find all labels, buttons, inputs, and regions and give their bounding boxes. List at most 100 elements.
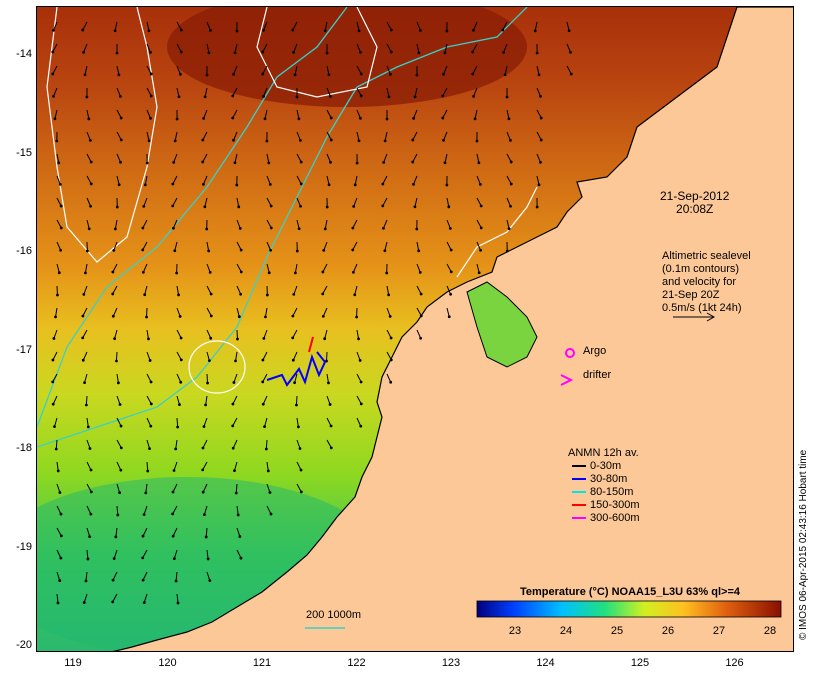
velocity-vector-head	[81, 28, 85, 32]
velocity-vector-head	[291, 314, 295, 318]
velocity-vector-head	[111, 270, 115, 274]
velocity-vector	[236, 197, 240, 207]
velocity-vector-head	[293, 381, 297, 385]
velocity-vector	[322, 307, 328, 317]
velocity-vector-head	[262, 94, 265, 98]
velocity-vector	[503, 43, 508, 53]
velocity-vector	[446, 219, 451, 229]
velocity-vector-head	[471, 72, 475, 76]
velocity-vector-head	[52, 337, 56, 340]
velocity-vector	[205, 395, 208, 405]
velocity-vector-head	[203, 205, 207, 209]
colorbar-tick-label: 28	[763, 625, 777, 637]
velocity-vector-head	[176, 601, 180, 605]
velocity-vector	[326, 87, 331, 97]
velocity-vector-head	[179, 336, 183, 340]
velocity-vector	[112, 263, 118, 273]
velocity-vector	[412, 153, 418, 163]
velocity-vector-head	[142, 204, 146, 208]
velocity-vector	[116, 109, 122, 119]
velocity-vector	[416, 21, 421, 31]
date-line-2: 20:08Z	[676, 202, 714, 216]
velocity-vector	[112, 307, 118, 317]
velocity-vector	[356, 109, 361, 119]
velocity-vector	[113, 241, 118, 251]
velocity-vector	[506, 109, 510, 119]
velocity-vector	[234, 153, 238, 163]
velocity-vector-head	[264, 315, 267, 319]
velocity-vector-head	[539, 94, 542, 98]
velocity-vector	[413, 109, 418, 119]
velocity-vector-head	[57, 161, 61, 165]
velocity-vector	[56, 593, 59, 603]
velocity-vector-head	[51, 380, 55, 384]
altimetry-note: Altimetric sealevel (0.1m contours) and …	[662, 250, 751, 315]
velocity-vector	[296, 175, 302, 185]
velocity-vector-head	[327, 183, 331, 187]
velocity-vector-head	[233, 161, 237, 165]
velocity-vector	[85, 571, 88, 581]
velocity-vector	[143, 505, 148, 515]
date-line-1: 21-Sep-2012	[660, 189, 730, 203]
velocity-vector-head	[209, 336, 213, 340]
velocity-vector	[112, 571, 118, 581]
depth-legend-label: 300-600m	[590, 512, 640, 524]
velocity-vector-head	[447, 315, 451, 319]
velocity-vector-head	[208, 28, 212, 32]
velocity-vectors	[51, 21, 573, 605]
velocity-vector-head	[329, 116, 333, 120]
velocity-vector	[446, 307, 450, 317]
lat-tick-label: -14	[16, 48, 32, 60]
velocity-vector	[263, 87, 268, 97]
velocity-vector-head	[505, 249, 509, 253]
colorbar-title: Temperature (°C) NOAA15_L3U 63% ql>=4	[520, 586, 740, 598]
velocity-vector-head	[177, 95, 181, 99]
velocity-vector-head	[321, 314, 325, 318]
velocity-vector-head	[389, 336, 393, 340]
velocity-vector-head	[172, 469, 176, 472]
velocity-vector	[82, 329, 88, 339]
velocity-vector-head	[267, 271, 271, 275]
velocity-vector-head	[389, 380, 393, 384]
velocity-vector	[52, 65, 58, 75]
velocity-vector-head	[114, 535, 118, 539]
velocity-vector	[384, 241, 388, 251]
velocity-vector	[233, 373, 238, 383]
velocity-vector-head	[86, 425, 90, 429]
velocity-vector	[292, 21, 298, 31]
velocity-vector	[266, 241, 272, 251]
velocity-vector-head	[111, 314, 115, 318]
velocity-vector-head	[535, 51, 539, 55]
scale-arrowhead	[706, 312, 716, 322]
velocity-vector	[266, 219, 272, 229]
velocity-vector	[264, 109, 268, 119]
velocity-vector-head	[59, 226, 63, 230]
velocity-vector-head	[291, 358, 295, 362]
velocity-vector	[416, 307, 422, 317]
velocity-vector-head	[231, 402, 235, 406]
velocity-vector-head	[322, 248, 326, 252]
velocity-vector-head	[232, 381, 236, 384]
velocity-vector	[324, 329, 328, 339]
velocity-vector	[56, 505, 62, 515]
velocity-vector-head	[201, 446, 205, 450]
velocity-vector	[146, 417, 152, 427]
velocity-vector	[146, 351, 151, 361]
velocity-vector-head	[533, 29, 537, 33]
velocity-vector-head	[472, 28, 475, 32]
velocity-vector	[386, 307, 391, 317]
velocity-vector	[295, 395, 298, 406]
velocity-vector	[83, 593, 88, 603]
velocity-vector	[53, 21, 58, 31]
velocity-vector-head	[268, 182, 272, 186]
velocity-vector-head	[89, 512, 93, 516]
velocity-vector-head	[233, 469, 236, 473]
velocity-vector-head	[208, 579, 212, 582]
velocity-vector-head	[383, 139, 387, 143]
velocity-vector	[236, 241, 242, 251]
velocity-vector-head	[51, 402, 55, 406]
velocity-vector	[83, 285, 88, 295]
velocity-vector-head	[202, 425, 206, 428]
velocity-vector	[142, 241, 148, 251]
velocity-vector	[476, 175, 481, 185]
